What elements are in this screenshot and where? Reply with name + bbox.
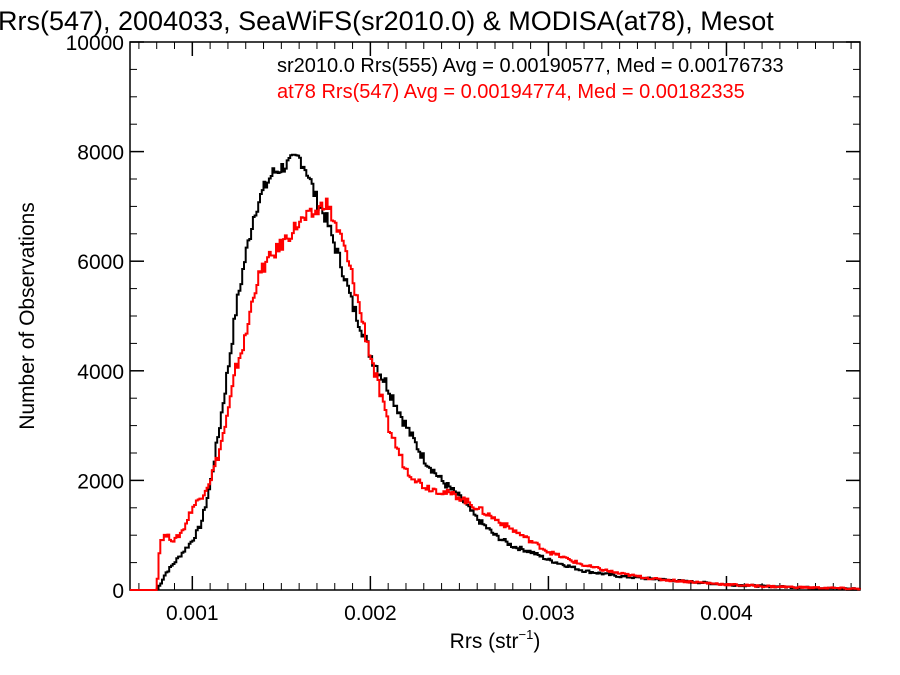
legend-entry-series-1: sr2010.0 Rrs(555) Avg = 0.00190577, Med … bbox=[277, 55, 784, 77]
y-tick-label: 2000 bbox=[77, 470, 124, 493]
y-tick-label: 8000 bbox=[77, 142, 124, 165]
y-axis-label: Number of Observations bbox=[16, 202, 39, 430]
x-axis-label-main: Rrs (str bbox=[450, 630, 519, 653]
series-layer bbox=[130, 153, 861, 591]
y-tick-label: 6000 bbox=[77, 251, 124, 274]
legend-entry-series-2: at78 Rrs(547) Avg = 0.00194774, Med = 0.… bbox=[277, 81, 745, 103]
y-tick-label: 10000 bbox=[66, 32, 124, 55]
plot-frame bbox=[129, 41, 861, 591]
x-tick-label: 0.004 bbox=[700, 602, 753, 625]
series-line-2 bbox=[130, 197, 861, 591]
y-tick-label: 0 bbox=[112, 580, 124, 603]
y-tick-label: 4000 bbox=[77, 361, 124, 384]
x-axis-label-close: ) bbox=[533, 630, 540, 653]
x-tick-label: 0.001 bbox=[166, 602, 219, 625]
y-axis-ticks: 0 2000 4000 6000 8000 10000 bbox=[66, 32, 860, 603]
x-tick-label: 0.003 bbox=[522, 602, 575, 625]
x-axis-label-superscript: −1 bbox=[519, 627, 534, 642]
x-axis-label: Rrs (str−1) bbox=[450, 627, 541, 653]
chart-title: Rrs(547), 2004033, SeaWiFS(sr2010.0) & M… bbox=[0, 6, 774, 36]
x-tick-label: 0.002 bbox=[344, 602, 397, 625]
series-line-1 bbox=[130, 153, 861, 591]
x-axis-ticks: 0.001 0.002 0.003 0.004 bbox=[138, 42, 852, 625]
